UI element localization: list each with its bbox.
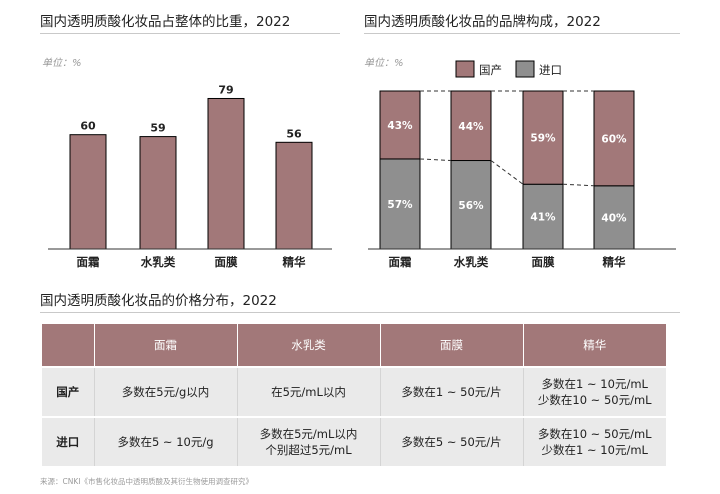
bar-domestic-面膜 <box>522 90 564 185</box>
bar-水乳类 <box>139 136 177 250</box>
table-cell: 多数在5 ~ 50元/片 <box>380 416 524 466</box>
table-cell: 多数在1 ~ 50元/片 <box>380 366 524 417</box>
brand-stacked-chart: 57% 43% 面霜 56% 44% 水乳类 41% 59% 面膜 40% 60% 精华 国产 进口 <box>368 60 676 269</box>
bar-精华 <box>275 141 313 250</box>
bar-domestic-精华 <box>593 90 635 187</box>
x-tick-label: 面膜 <box>215 255 238 269</box>
source-note: 来源：CNKI《市售化妆品中透明质酸及其衍生物使用调查研究》 <box>40 477 253 486</box>
table-cell: 多数在10 ~ 50元/mL 少数在1 ~ 10元/mL <box>523 416 666 466</box>
table-cell: 多数在5元/mL以内 个别超过5元/mL <box>237 416 381 466</box>
data-label-import: 57% <box>387 199 413 211</box>
chart2-unit: 单位：% <box>364 58 404 69</box>
data-label: 79 <box>218 83 233 96</box>
bar-import-水乳类 <box>450 160 492 250</box>
table-cell: 在5元/mL以内 <box>237 366 381 417</box>
connector-line-split <box>562 183 595 187</box>
share-bar-chart: 60 面霜 59 水乳类 79 面膜 56 精华 <box>48 83 332 269</box>
x-tick-label: 面膜 <box>532 255 555 269</box>
data-label-import: 41% <box>530 212 556 224</box>
x-tick-label: 精华 <box>283 255 306 269</box>
table-header-row: 面霜 水乳类 面膜 精华 <box>42 324 666 367</box>
column-header: 面膜 <box>380 324 524 367</box>
x-tick-label: 面霜 <box>77 255 100 269</box>
table-cell: 多数在1 ~ 10元/mL 少数在10 ~ 50元/mL <box>523 366 666 417</box>
legend-label-import: 进口 <box>539 63 562 77</box>
legend-swatch-domestic <box>455 60 475 78</box>
table-row-import: 进口 多数在5 ~ 10元/g 多数在5元/mL以内 个别超过5元/mL 多数在5… <box>42 416 666 466</box>
data-label: 56 <box>286 127 302 140</box>
table-title: 国内透明质酸化妆品的价格分布，2022 <box>40 293 277 309</box>
data-label: 59 <box>150 122 165 135</box>
table-cell: 多数在5元/g以内 <box>94 366 238 417</box>
bar-面膜 <box>207 97 245 250</box>
bar-import-面霜 <box>379 158 421 250</box>
price-distribution-table: 面霜 水乳类 面膜 精华 国产 多数在5元/g以内 在5元/mL以内 多数在1 … <box>42 324 666 466</box>
column-header: 面霜 <box>94 324 238 367</box>
x-tick-label: 面霜 <box>389 255 412 269</box>
data-label-domestic: 43% <box>387 120 413 132</box>
data-label-import: 56% <box>458 200 484 212</box>
table-corner-cell <box>42 324 95 367</box>
x-tick-label: 水乳类 <box>141 255 176 269</box>
data-label: 60 <box>80 120 96 133</box>
chart2-title: 国内透明质酸化妆品的品牌构成，2022 <box>364 14 601 30</box>
chart1-title: 国内透明质酸化妆品占整体的比重，2022 <box>40 14 291 30</box>
column-header: 水乳类 <box>237 324 381 367</box>
table-title-rule <box>40 312 680 313</box>
connector-line-split <box>419 158 452 162</box>
chart2-title-rule <box>364 33 680 34</box>
chart1-unit: 单位：% <box>42 58 82 69</box>
bar-domestic-水乳类 <box>450 90 492 162</box>
legend-label-domestic: 国产 <box>479 63 502 77</box>
x-tick-label: 水乳类 <box>454 255 489 269</box>
data-label-domestic: 44% <box>458 121 484 133</box>
bar-domestic-面霜 <box>379 90 421 160</box>
x-tick-label: 精华 <box>603 255 626 269</box>
row-header: 国产 <box>42 366 95 417</box>
table-cell: 多数在5 ~ 10元/g <box>94 416 238 466</box>
data-label-domestic: 59% <box>530 133 556 145</box>
legend-swatch-import <box>515 60 535 78</box>
table-row-domestic: 国产 多数在5元/g以内 在5元/mL以内 多数在1 ~ 50元/片 多数在1 … <box>42 366 666 417</box>
data-label-import: 40% <box>601 212 627 224</box>
data-label-domestic: 60% <box>601 133 627 145</box>
chart1-title-rule <box>40 33 340 34</box>
bar-面霜 <box>69 134 107 250</box>
connector-line-split <box>490 160 524 185</box>
bar-import-精华 <box>593 185 635 250</box>
column-header: 精华 <box>523 324 666 367</box>
row-header: 进口 <box>42 416 95 466</box>
